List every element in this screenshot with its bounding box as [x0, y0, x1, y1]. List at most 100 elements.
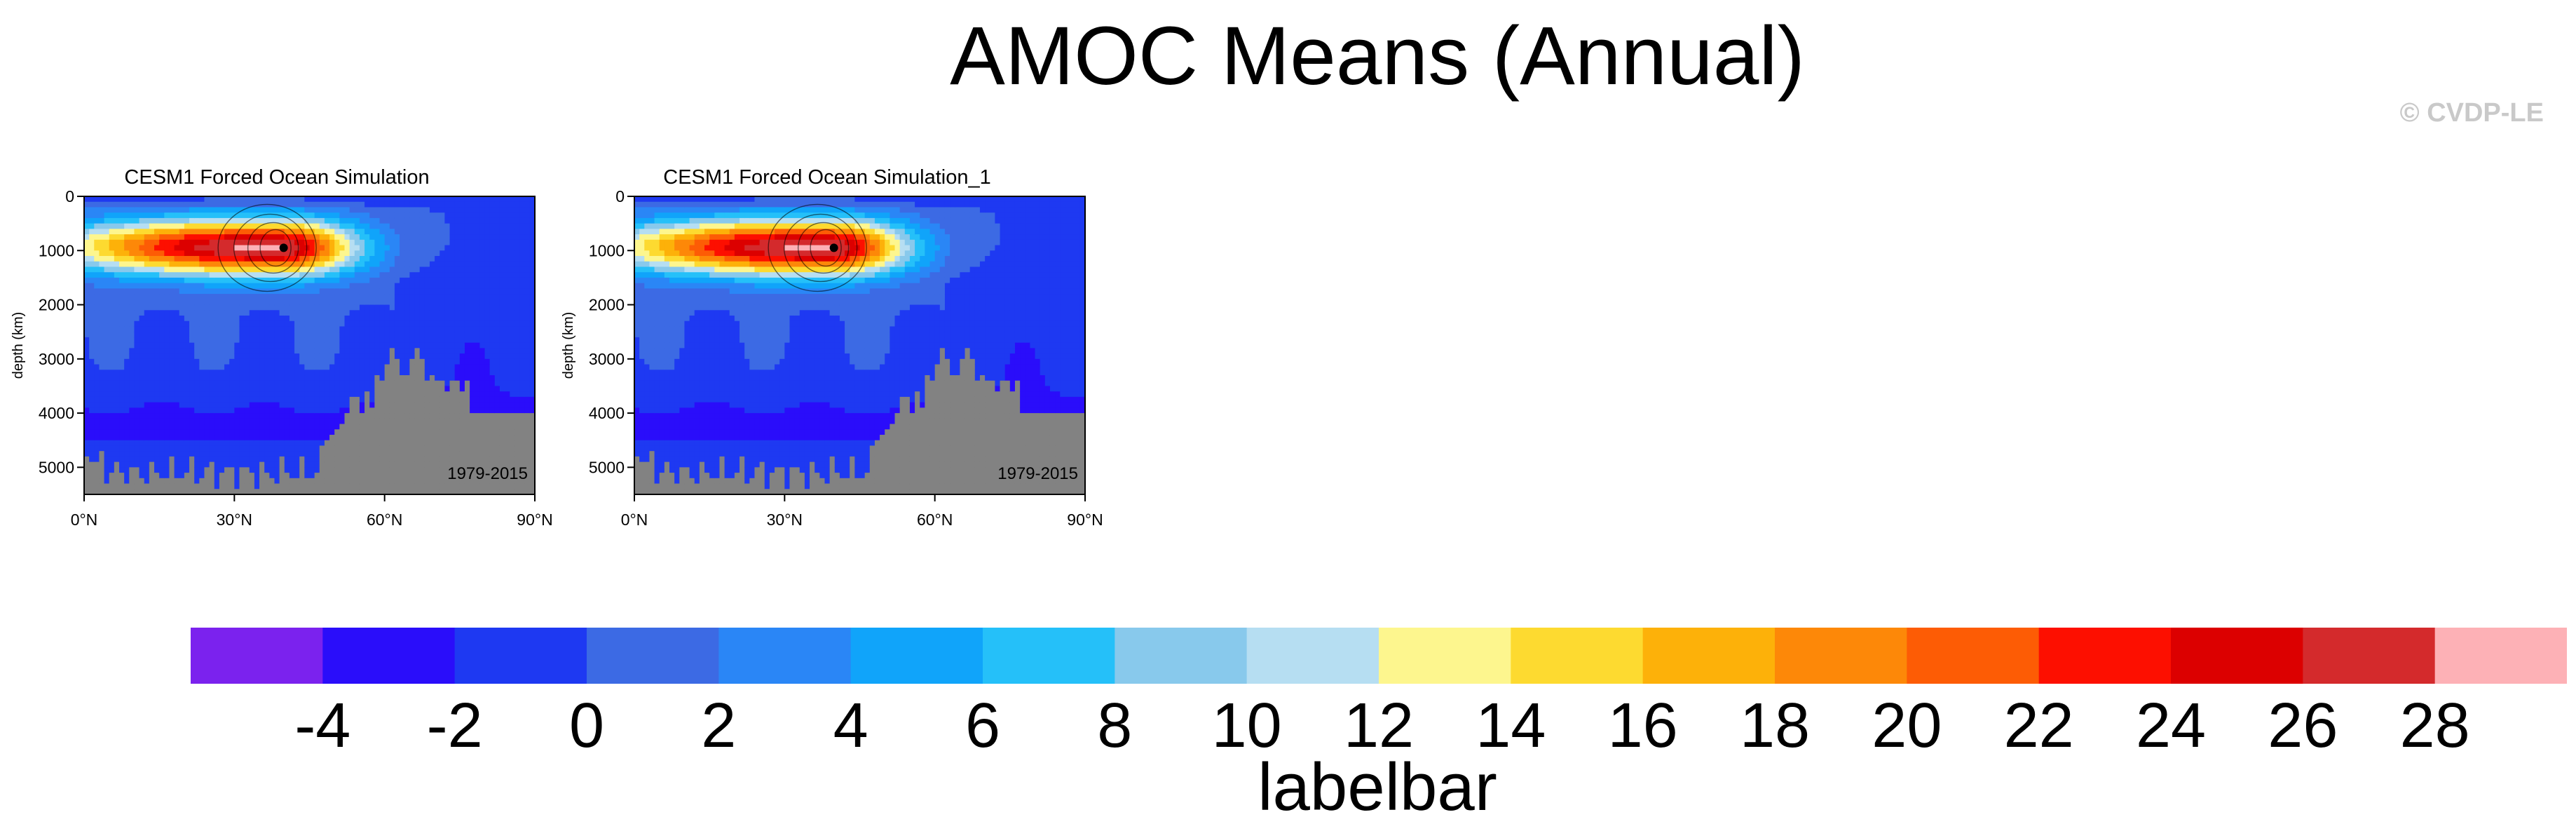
field-cell [329, 256, 335, 262]
field-cell [449, 229, 456, 235]
field-cell [209, 316, 215, 322]
field-cell [364, 245, 370, 251]
field-cell [414, 386, 421, 392]
field-cell [114, 320, 120, 327]
field-cell [489, 375, 496, 381]
field-cell [419, 396, 425, 403]
field-cell [454, 229, 461, 235]
field-cell [524, 440, 531, 447]
field-cell [264, 332, 270, 338]
field-cell [294, 250, 300, 257]
field-cell [209, 229, 215, 235]
field-cell [234, 407, 240, 414]
field-cell [489, 418, 496, 425]
field-cell [404, 429, 410, 435]
field-cell [354, 456, 360, 463]
field-cell [179, 445, 185, 452]
field-cell [369, 418, 375, 425]
field-cell [169, 234, 175, 241]
field-cell [459, 320, 465, 327]
field-cell [99, 445, 105, 452]
field-cell [274, 418, 280, 425]
field-cell [524, 316, 531, 322]
field-cell [264, 445, 270, 452]
field-cell [389, 370, 395, 376]
field-cell [284, 294, 290, 300]
field-cell [400, 234, 405, 241]
field-cell [324, 467, 330, 473]
field-cell [154, 435, 160, 441]
field-cell [394, 256, 400, 262]
field-cell [244, 245, 250, 251]
field-cell [394, 467, 400, 473]
field-cell [470, 288, 475, 295]
field-cell [249, 429, 255, 435]
field-cell [475, 234, 481, 241]
field-cell [89, 358, 95, 365]
field-cell [109, 266, 115, 273]
field-cell [239, 261, 245, 268]
field-cell [359, 483, 365, 489]
field-cell [479, 473, 486, 479]
field-cell [159, 250, 165, 257]
field-cell [470, 256, 475, 262]
field-cell [294, 478, 300, 485]
field-cell [84, 266, 90, 273]
field-cell [384, 418, 390, 425]
field-cell [529, 261, 536, 268]
field-cell [189, 445, 195, 452]
field-cell [299, 299, 305, 306]
field-cell [499, 332, 505, 338]
field-cell [269, 310, 275, 316]
field-cell [505, 310, 510, 316]
field-cell [444, 342, 451, 349]
field-cell [234, 299, 240, 306]
field-cell [204, 418, 210, 425]
field-cell [459, 407, 465, 414]
field-cell [264, 261, 270, 268]
field-cell [264, 364, 270, 370]
field-cell [524, 435, 531, 441]
field-cell [319, 407, 325, 414]
field-cell [179, 266, 185, 273]
field-cell [214, 353, 220, 360]
field-cell [294, 440, 300, 447]
field-cell [134, 196, 140, 203]
field-cell [389, 256, 395, 262]
field-cell [179, 483, 185, 489]
field-cell [505, 391, 510, 398]
field-cell [349, 375, 355, 381]
field-cell [109, 418, 115, 425]
field-cell [254, 316, 260, 322]
field-cell [174, 256, 180, 262]
field-cell [510, 467, 516, 473]
field-cell [299, 272, 305, 278]
field-cell [459, 304, 465, 311]
field-cell [454, 391, 461, 398]
field-cell [309, 478, 315, 485]
field-cell [389, 473, 395, 479]
field-cell [174, 353, 180, 360]
field-cell [374, 364, 381, 370]
field-cell [169, 217, 175, 224]
field-cell [99, 424, 105, 430]
field-cell [510, 391, 516, 398]
field-cell [189, 364, 195, 370]
field-cell [94, 396, 100, 403]
field-cell [470, 320, 475, 327]
field-cell [224, 478, 230, 485]
field-cell [99, 326, 105, 332]
field-cell [259, 283, 265, 289]
field-cell [529, 380, 536, 387]
field-cell [229, 429, 235, 435]
field-cell [424, 299, 430, 306]
field-cell [129, 489, 135, 495]
field-cell [149, 304, 155, 311]
field-cell [159, 429, 165, 435]
field-cell [459, 456, 465, 463]
field-cell [84, 473, 90, 479]
field-cell [304, 348, 311, 354]
field-cell [424, 250, 430, 257]
field-cell [309, 245, 315, 251]
field-cell [114, 201, 120, 208]
